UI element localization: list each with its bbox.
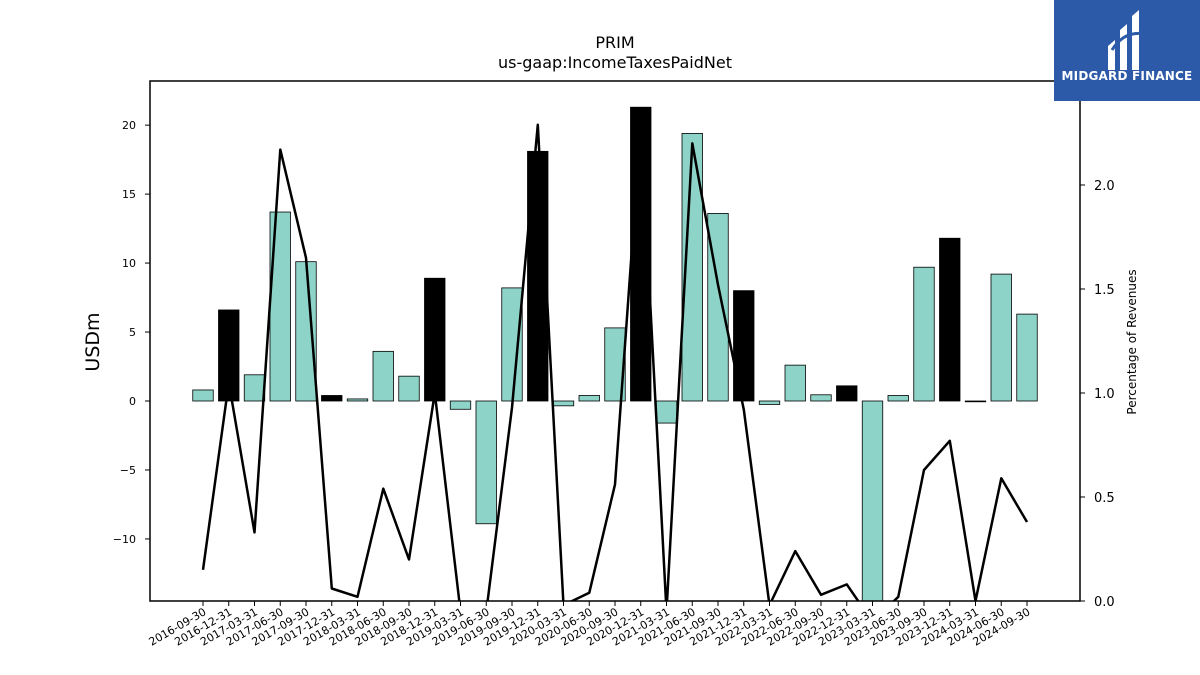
bar-2017-12-31 — [321, 395, 343, 402]
bar-2024-06-30 — [990, 273, 1012, 402]
bar-2019-06-30 — [475, 400, 497, 525]
y-tick-label: 10 — [122, 257, 136, 270]
bar-2018-03-31 — [346, 398, 369, 402]
bar-2018-09-30 — [398, 375, 420, 402]
bar-2021-12-31 — [733, 290, 755, 402]
bar-2021-03-31 — [655, 400, 678, 424]
bar-2018-06-30 — [372, 350, 394, 402]
logo-text: MIDGARD FINANCE — [1061, 69, 1193, 83]
bar-2024-03-31 — [964, 400, 987, 403]
bar-2016-12-31 — [218, 309, 240, 402]
bar-2022-12-31 — [836, 385, 858, 402]
plot-frame — [149, 80, 1081, 602]
brand-logo: MIDGARD FINANCE — [1054, 0, 1200, 101]
chart-title: PRIM — [595, 33, 634, 52]
bar-2023-03-31 — [861, 400, 884, 602]
bar-2022-06-30 — [784, 364, 806, 402]
y-tick-label: 5 — [129, 326, 136, 339]
bar-2024-09-30 — [1016, 313, 1038, 402]
bar-2022-03-31 — [758, 400, 781, 405]
bar-2020-09-30 — [604, 327, 626, 402]
y2-tick-label: 0.5 — [1094, 491, 1115, 506]
bar-2017-09-30 — [295, 261, 317, 402]
y2-tick-label: 2.0 — [1094, 179, 1115, 194]
bar-2019-09-30 — [501, 287, 523, 402]
bar-2018-12-31 — [424, 277, 446, 402]
y-tick-label: 20 — [122, 119, 136, 132]
bar-2020-06-30 — [578, 395, 600, 402]
bar-2023-09-30 — [913, 266, 935, 402]
bar-2021-06-30 — [681, 133, 703, 402]
bar-2023-12-31 — [939, 237, 961, 402]
y2-tick-label: 1.0 — [1094, 387, 1115, 402]
percentage-of-revenues-line — [201, 123, 1029, 601]
midgard-logo-icon — [1108, 10, 1147, 70]
bar-2022-09-30 — [810, 394, 832, 402]
bar-2019-03-31 — [449, 400, 472, 410]
bar-2023-06-30 — [887, 395, 909, 402]
y2-tick-label: 1.5 — [1094, 283, 1115, 298]
y-tick-label: 15 — [122, 188, 136, 201]
bar-2016-09-30 — [192, 389, 214, 402]
y-axis-label: USDm — [82, 312, 104, 371]
y2-axis-label: Percentage of Revenues — [1125, 269, 1139, 414]
chart-subtitle: us-gaap:IncomeTaxesPaidNet — [498, 53, 732, 72]
bar-2020-03-31 — [552, 400, 575, 407]
y-tick-label: −5 — [120, 464, 136, 477]
y2-tick-label: 0.0 — [1094, 595, 1115, 610]
y-tick-label: −10 — [113, 533, 136, 546]
y-tick-label: 0 — [129, 395, 136, 408]
bar-2017-03-31 — [243, 374, 266, 402]
